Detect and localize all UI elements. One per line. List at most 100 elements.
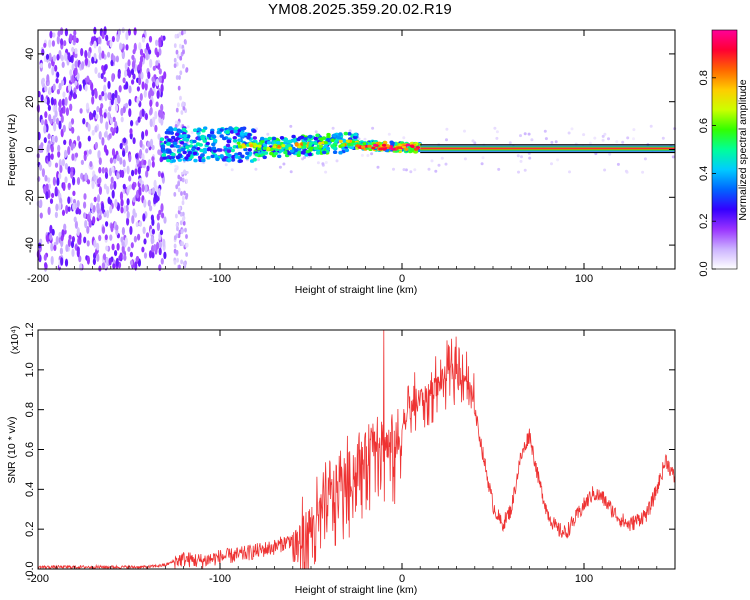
heatmap-cell [252,129,257,133]
heatmap-cell [64,28,68,37]
heatmap-cell [156,90,160,99]
heatmap-cell [60,38,64,46]
heatmap-cell [136,86,140,92]
heatmap-cell [283,150,288,155]
heatmap-cell [175,222,179,228]
heatmap-cell [111,73,115,83]
heatmap-cell [75,209,79,215]
heatmap-cell [495,130,499,134]
y-tick-label: 0 [24,146,36,152]
heatmap-cell [98,94,102,101]
heatmap-cell [82,118,86,125]
spectrogram-x-ticks: -200 -100 0 100 [27,30,676,285]
heatmap-cell [67,206,71,212]
heatmap-cell [176,257,180,263]
heatmap-cell [273,151,278,156]
heatmap-cell [177,181,181,187]
heatmap-cell [138,42,142,51]
heatmap-line-band [420,151,675,154]
heatmap-cell [281,144,286,148]
heatmap-cell [83,150,87,156]
heatmap-cell [444,162,448,166]
heatmap-cell [60,234,64,242]
heatmap-cell [110,176,114,184]
heatmap-cell [60,257,64,266]
heatmap-cell [48,86,52,95]
heatmap-cell [98,234,102,242]
heatmap-cell [302,142,307,146]
heatmap-cell [109,205,113,214]
heatmap-cell [107,92,111,101]
heatmap-cell [129,260,134,266]
heatmap-cell [83,212,87,219]
heatmap-cell [94,89,98,99]
heatmap-cell [44,262,48,268]
heatmap-cell [61,98,65,107]
heatmap-cell [69,103,73,112]
heatmap-cell [76,72,80,81]
heatmap-cell [185,242,189,248]
heatmap-cell [230,158,236,162]
heatmap-cell [56,177,60,186]
heatmap-cell [64,163,68,170]
heatmap-cell [141,153,145,161]
heatmap-cell [185,234,188,239]
heatmap-cell [68,83,72,92]
heatmap-cell [128,175,132,182]
heatmap-cell [43,137,47,144]
heatmap-cell [52,115,56,123]
heatmap-cell [175,250,179,255]
heatmap-cell [64,96,68,106]
heatmap-cell [160,75,164,84]
heatmap-cell [39,212,43,219]
heatmap-cell [94,66,98,75]
heatmap-cell [41,77,46,83]
heatmap-cell [151,76,155,83]
heatmap-cell [182,195,185,201]
heatmap-cell [336,135,341,140]
heatmap-cell [315,133,320,138]
heatmap-cell [122,150,126,157]
heatmap-cell [170,155,175,160]
heatmap-cell [152,187,156,195]
heatmap-cell [132,197,136,203]
heatmap-cell [160,83,164,93]
heatmap-cell [177,148,182,153]
heatmap-cell [56,54,60,61]
heatmap-cell [72,190,76,197]
heatmap-cell [98,52,102,61]
heatmap-cell [206,133,212,138]
heatmap-cell [671,155,675,159]
heatmap-cell [45,234,50,243]
heatmap-cell [143,90,147,98]
heatmap-cell [44,174,48,182]
heatmap-cell [192,151,198,156]
heatmap-cell [86,179,91,185]
heatmap-cell [516,154,520,158]
heatmap-cell [234,126,239,131]
heatmap-cell [111,243,115,251]
heatmap-cell [159,229,164,236]
heatmap-cell [155,39,159,47]
heatmap-cell [73,35,77,43]
heatmap-cell [131,215,135,224]
heatmap-cell [61,158,65,167]
heatmap-cell [138,186,142,196]
heatmap-cell [144,184,148,193]
heatmap-cell [291,134,296,139]
heatmap-cell [46,96,50,106]
heatmap-cell [105,221,109,227]
heatmap-cell [352,135,358,139]
heatmap-cell [327,142,331,146]
heatmap-cell [177,153,183,157]
heatmap-cell [90,36,95,45]
heatmap-cell [45,191,49,200]
heatmap-cell [239,126,245,131]
heatmap-cell [242,145,247,149]
heatmap-cell [178,31,182,37]
heatmap-cell [123,137,127,144]
heatmap-cell [71,126,75,134]
heatmap-cell [129,251,133,258]
heatmap-cell [108,133,112,140]
heatmap-cell [182,220,186,226]
